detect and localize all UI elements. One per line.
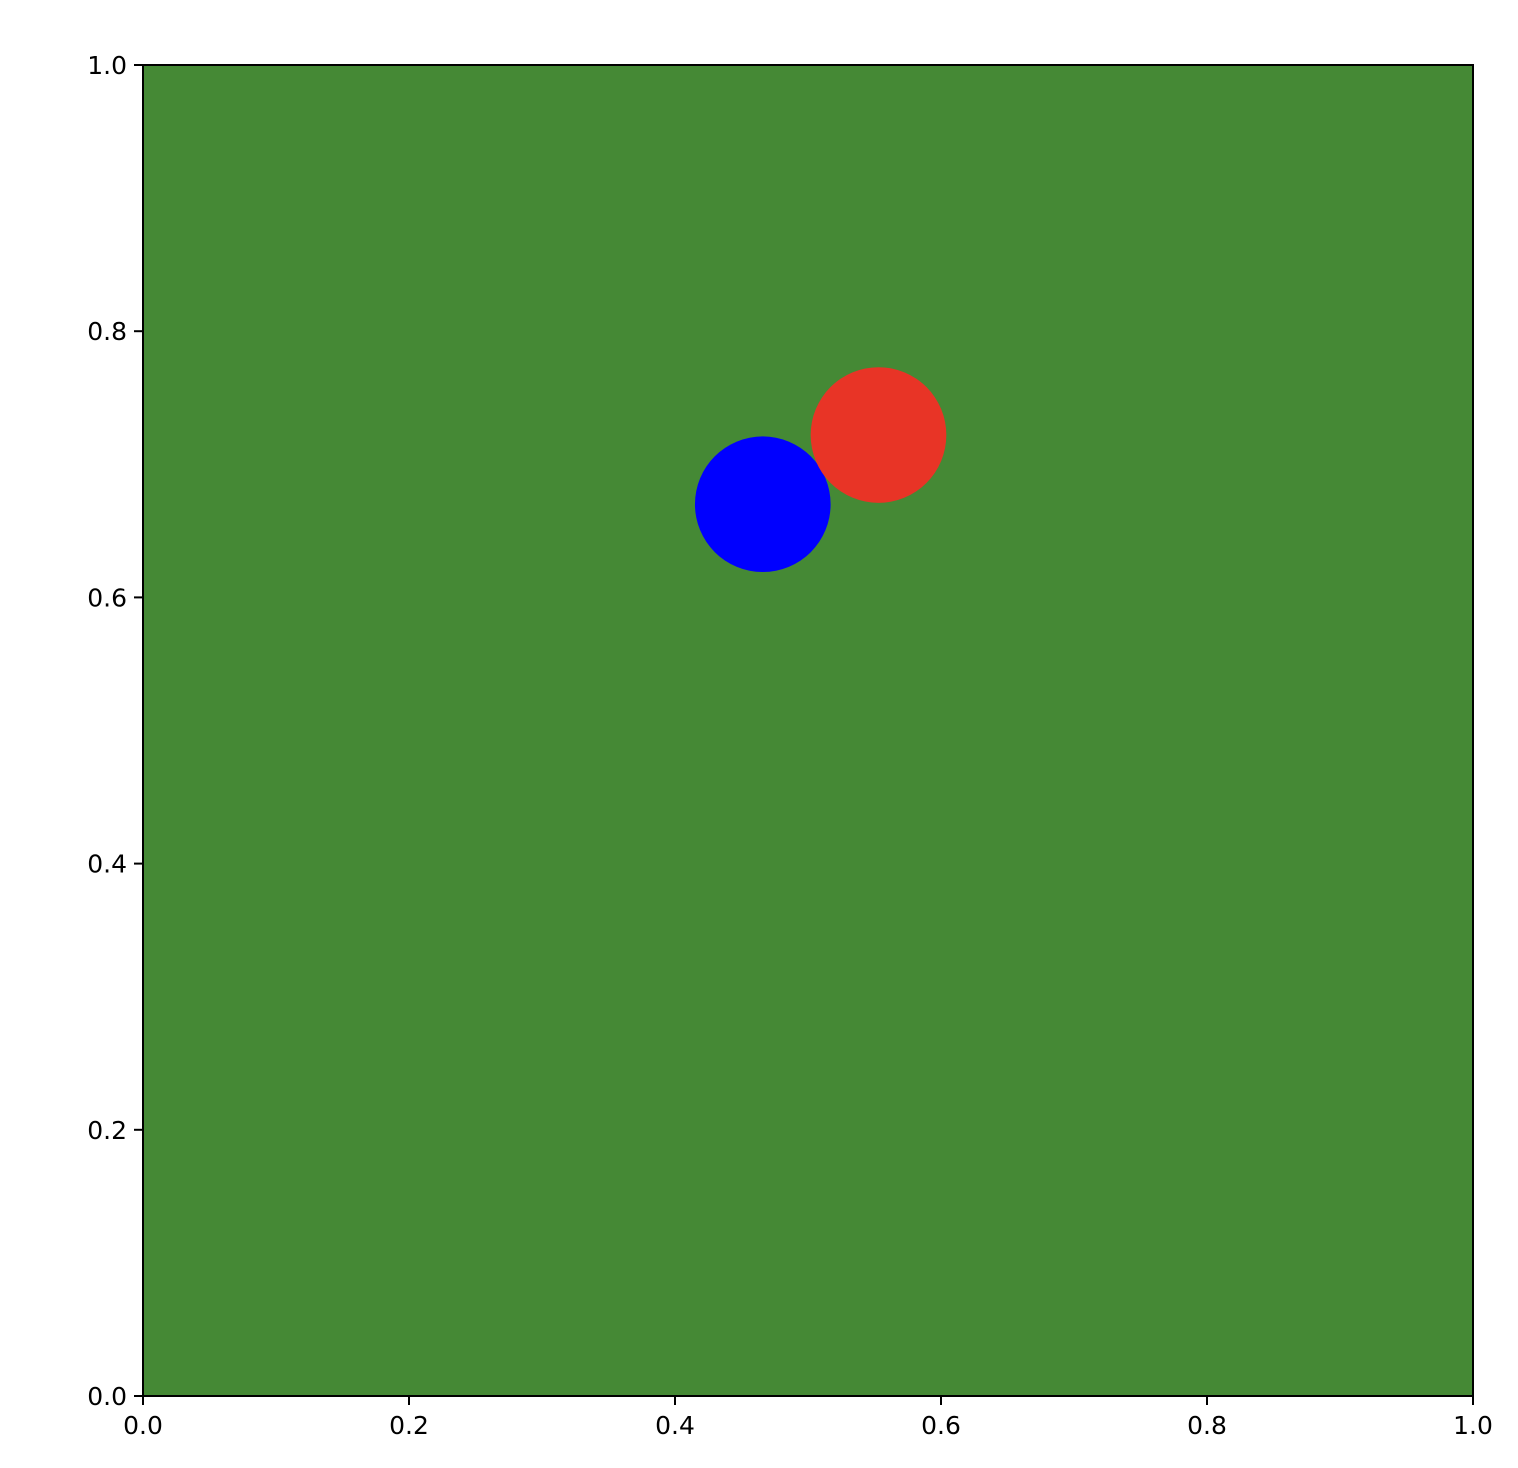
x-tick-label: 1.0	[1453, 1411, 1493, 1440]
x-tick-label: 0.0	[123, 1411, 163, 1440]
y-axis: 0.0 0.2 0.4 0.6 0.8 1.0	[87, 51, 143, 1411]
y-tick-label: 0.6	[87, 583, 127, 612]
plot-area-background	[143, 65, 1473, 1396]
y-tick-label: 0.0	[87, 1382, 127, 1411]
y-tick-label: 0.8	[87, 317, 127, 346]
x-tick-label: 0.8	[1187, 1411, 1227, 1440]
y-tick-label: 0.2	[87, 1116, 127, 1145]
data-point-1	[810, 367, 947, 503]
y-tick-label: 0.4	[87, 850, 127, 879]
data-points	[694, 367, 947, 573]
axes-frame	[142, 64, 1474, 1397]
x-tick-label: 0.2	[389, 1411, 429, 1440]
x-tick-label: 0.4	[655, 1411, 695, 1440]
x-axis: 0.0 0.2 0.4 0.6 0.8 1.0	[123, 1396, 1493, 1440]
y-tick-label: 1.0	[87, 51, 127, 80]
x-tick-label: 0.6	[921, 1411, 961, 1440]
data-point-0	[694, 436, 831, 573]
